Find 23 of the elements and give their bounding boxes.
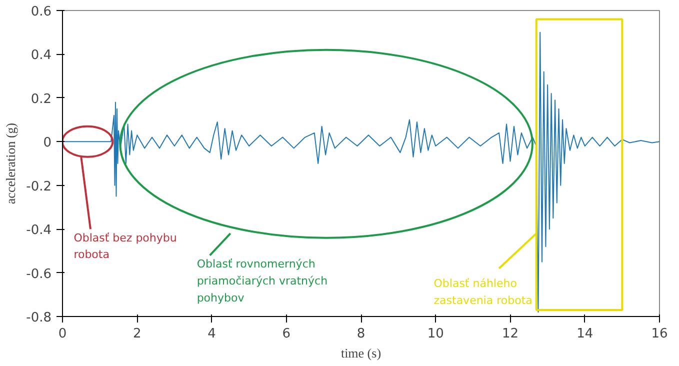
x-tick-label: 4 — [208, 326, 216, 342]
x-tick-label: 12 — [502, 326, 519, 342]
y-tick-label: 0.4 — [30, 48, 52, 64]
x-tick-label: 0 — [58, 326, 67, 342]
x-tick-label: 2 — [132, 326, 142, 342]
x-tick-label: 6 — [282, 326, 291, 342]
y-tick-label: 0.2 — [30, 92, 52, 107]
line-series — [62, 32, 660, 313]
y-tick-label: -0.2 — [26, 179, 52, 194]
annotation: Oblasť bez pohybu robota — [74, 231, 177, 262]
x-tick-label: 14 — [576, 326, 594, 342]
y-tick-label: -0.6 — [26, 266, 52, 282]
y-tick-label: 0.6 — [30, 4, 52, 20]
y-tick-label: -0.8 — [26, 310, 52, 326]
x-axis-title: time (s) — [340, 346, 382, 360]
x-tick-label: 10 — [427, 326, 444, 342]
annotation: Oblasť náhleho zastavenia robota — [434, 277, 532, 308]
y-tick-label: 0 — [43, 136, 52, 151]
x-tick-label: 16 — [651, 326, 668, 342]
annotation: Oblasť rovnomerných priamočiarých vratných pohybov — [196, 257, 328, 304]
y-tick-label: -0.4 — [26, 223, 52, 238]
x-tick-label: 8 — [356, 326, 366, 342]
y-axis-title: acceleration (g) — [3, 122, 18, 204]
